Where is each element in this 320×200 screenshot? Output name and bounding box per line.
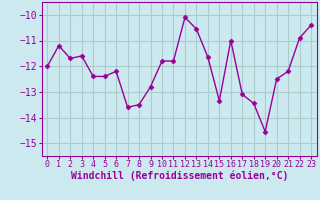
X-axis label: Windchill (Refroidissement éolien,°C): Windchill (Refroidissement éolien,°C) bbox=[70, 171, 288, 181]
